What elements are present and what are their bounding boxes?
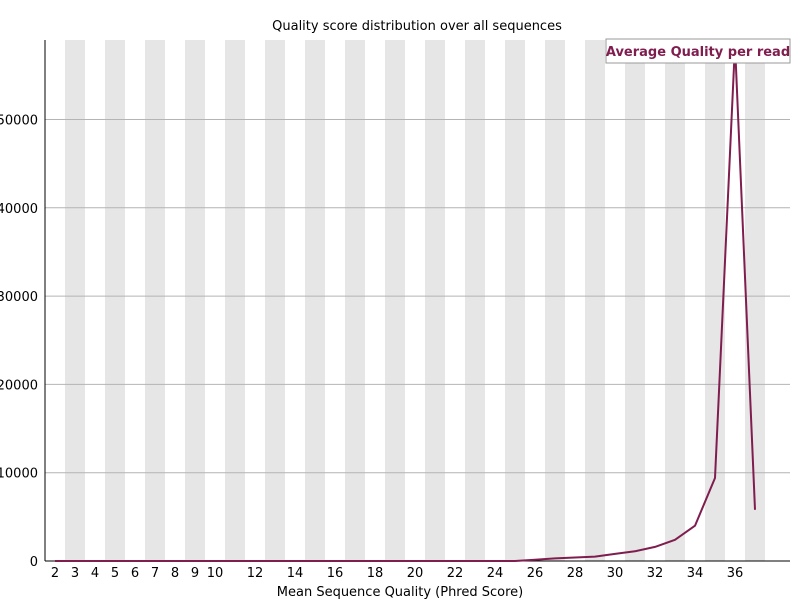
- band-19: [385, 40, 405, 561]
- band-25: [505, 40, 525, 561]
- x-tick-32: 32: [647, 566, 664, 581]
- x-tick-20: 20: [407, 566, 424, 581]
- series-lines: [55, 43, 756, 562]
- band-5: [105, 40, 125, 561]
- x-tick-28: 28: [567, 566, 584, 581]
- band-13: [265, 40, 285, 561]
- y-tick-0: 0: [30, 555, 38, 570]
- y-tick-40000: 40000: [0, 202, 38, 217]
- x-tick-30: 30: [607, 566, 624, 581]
- x-tick-14: 14: [287, 566, 304, 581]
- x-axis-label: Mean Sequence Quality (Phred Score): [277, 585, 523, 600]
- x-tick-34: 34: [687, 566, 704, 581]
- band-9: [185, 40, 205, 561]
- x-tick-labels: 2 3 4 5 6 7 8 9 10 12 14 16 18 20 22 24 26 28 30 32 34 36: [51, 566, 743, 581]
- x-tick-3: 3: [71, 566, 79, 581]
- x-tick-4: 4: [91, 566, 99, 581]
- x-tick-36: 36: [727, 566, 744, 581]
- x-tick-18: 18: [367, 566, 384, 581]
- x-tick-5: 5: [111, 566, 119, 581]
- x-tick-12: 12: [247, 566, 264, 581]
- series-line-0: [55, 43, 756, 562]
- band-21: [425, 40, 445, 561]
- band-37: [745, 40, 765, 561]
- band-7: [145, 40, 165, 561]
- chart-title: Quality score distribution over all sequ…: [272, 19, 562, 34]
- band-35: [705, 40, 725, 561]
- band-23: [465, 40, 485, 561]
- band-17: [345, 40, 365, 561]
- x-tick-22: 22: [447, 566, 464, 581]
- x-tick-9: 9: [191, 566, 199, 581]
- x-tick-24: 24: [487, 566, 504, 581]
- gridlines: [45, 118, 790, 474]
- legend-box: [605, 38, 791, 64]
- band-11: [225, 40, 245, 561]
- band-27: [545, 40, 565, 561]
- y-tick-30000: 30000: [0, 290, 38, 305]
- legend-entry: Average Quality per read: [606, 45, 790, 60]
- x-tick-10: 10: [207, 566, 224, 581]
- band-33: [665, 40, 685, 561]
- alternating-bands: [65, 40, 765, 561]
- x-tick-8: 8: [171, 566, 179, 581]
- y-tick-10000: 10000: [0, 467, 38, 482]
- x-tick-16: 16: [327, 566, 344, 581]
- band-3: [65, 40, 85, 561]
- band-31: [625, 40, 645, 561]
- x-tick-2: 2: [51, 566, 59, 581]
- legend: Average Quality per read: [605, 38, 791, 64]
- y-tick-50000: 50000: [0, 113, 38, 128]
- band-29: [585, 40, 605, 561]
- y-tick-labels: 0 10000 20000 30000 40000 50000: [0, 113, 38, 570]
- x-tick-6: 6: [131, 566, 139, 581]
- band-15: [305, 40, 325, 561]
- x-tick-7: 7: [151, 566, 159, 581]
- y-tick-20000: 20000: [0, 378, 38, 393]
- x-tick-26: 26: [527, 566, 544, 581]
